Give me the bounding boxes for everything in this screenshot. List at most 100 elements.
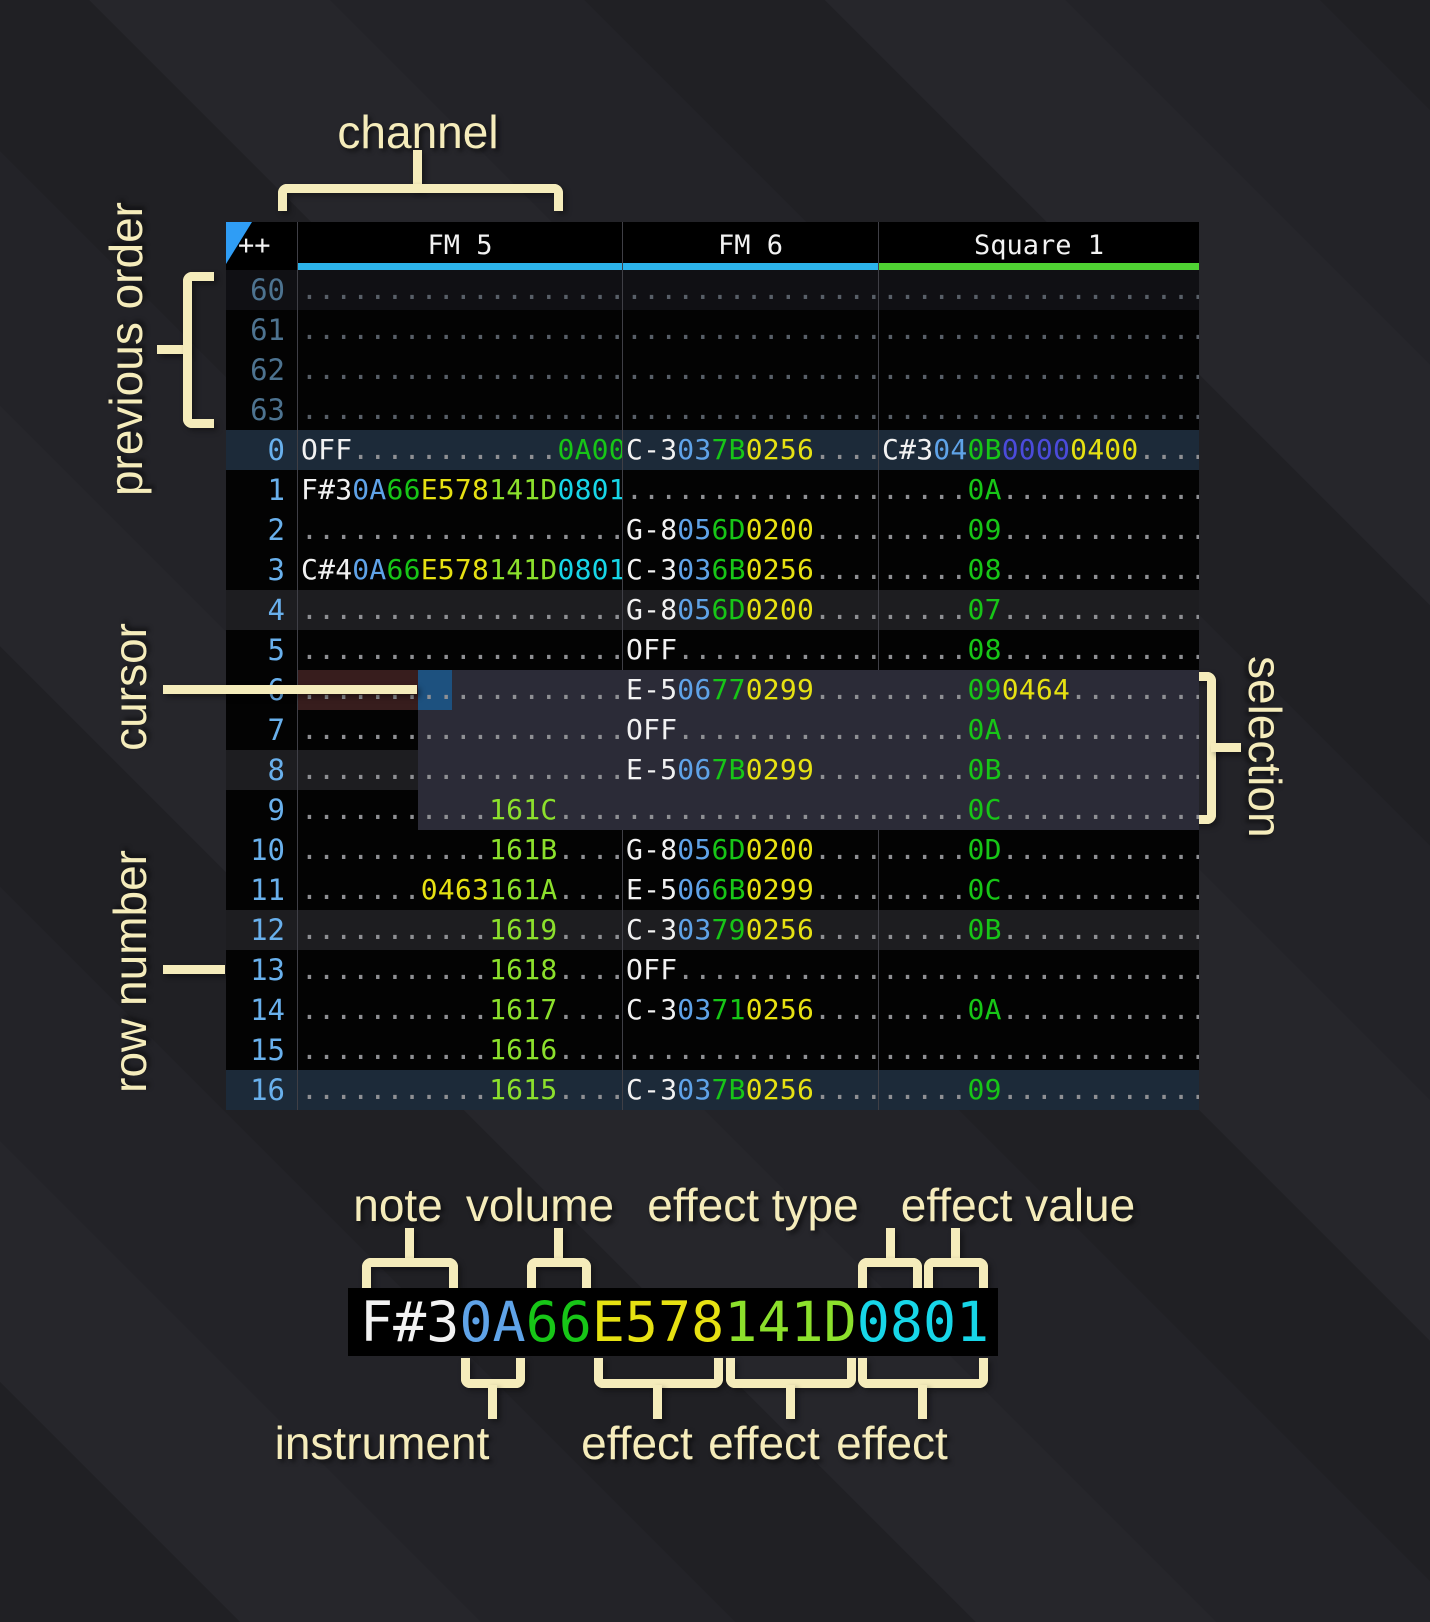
- cell-fm6-row-4[interactable]: G-8056D0200....: [622, 590, 878, 630]
- pattern-row-2: 2................... G-8056D0200.........…: [226, 510, 1199, 550]
- cell-seg-pd: ...............: [626, 353, 878, 386]
- cell-seg-d: ............: [1001, 513, 1199, 546]
- cell-fm5-row-9[interactable]: ...........161C....: [297, 790, 622, 830]
- cell-fm5-row-63[interactable]: ...................: [297, 390, 622, 430]
- cell-seg-d: ............: [677, 633, 878, 666]
- cell-fm5-row-12[interactable]: ...........1619....: [297, 910, 622, 950]
- cell-fm6-row-13[interactable]: OFF............: [622, 950, 878, 990]
- annotation-instrument-label: instrument: [274, 1417, 490, 1469]
- cell-sq1-row-8[interactable]: .....0B............: [878, 750, 1199, 790]
- effect-type-bracket: [858, 1258, 922, 1288]
- cell-seg-d: ...................: [301, 513, 622, 546]
- cell-seg-v: 07: [967, 593, 1002, 626]
- cell-seg-v: 7B: [711, 753, 746, 786]
- cell-fm5-row-1[interactable]: F#30A66E578141D0801: [297, 470, 622, 510]
- cell-seg-v: 0C: [967, 873, 1002, 906]
- cell-fm5-row-15[interactable]: ...........1616....: [297, 1030, 622, 1070]
- cell-sq1-row-14[interactable]: .....0A............: [878, 990, 1199, 1030]
- cell-fm6-row-11[interactable]: E-5066B0299....: [622, 870, 878, 910]
- cell-fm6-row-6[interactable]: E-506770299....: [622, 670, 878, 710]
- cell-fm5-row-10[interactable]: ...........161B....: [297, 830, 622, 870]
- row-number-5: 5: [267, 633, 285, 667]
- cell-fm5-row-61[interactable]: ...................: [297, 310, 622, 350]
- cell-fm6-row-63[interactable]: ...............: [622, 390, 878, 430]
- cell-sq1-row-2[interactable]: .....09............: [878, 510, 1199, 550]
- annotation-effect-type-label: effect type: [647, 1179, 859, 1231]
- cell-seg-v: 0A: [967, 993, 1002, 1026]
- cell-sq1-row-0[interactable]: C#3040B00000400....: [878, 430, 1199, 470]
- cell-sq1-row-7[interactable]: .....0A............: [878, 710, 1199, 750]
- cell-seg-d: .....: [882, 1073, 968, 1106]
- cell-fm5-row-4[interactable]: ...................: [297, 590, 622, 630]
- cell-fm6-row-12[interactable]: C-303790256....: [622, 910, 878, 950]
- cell-seg-y: 0464: [1001, 673, 1071, 706]
- cell-seg-d: ....: [557, 1033, 622, 1066]
- cell-fm6-row-62[interactable]: ...............: [622, 350, 878, 390]
- cell-fm6-row-3[interactable]: C-3036B0256....: [622, 550, 878, 590]
- cell-seg-pd: ...................: [301, 393, 622, 426]
- cell-seg-pd: ...................: [301, 313, 622, 346]
- cell-fm6-row-60[interactable]: ...............: [622, 270, 878, 310]
- cell-seg-d: ....: [814, 1073, 878, 1106]
- cell-fm5-row-7[interactable]: ...................: [297, 710, 622, 750]
- cell-fm6-row-0[interactable]: C-3037B0256....: [622, 430, 878, 470]
- cell-fm6-row-8[interactable]: E-5067B0299....: [622, 750, 878, 790]
- cell-sq1-row-61[interactable]: ...................: [878, 310, 1199, 350]
- cell-seg-i: 03: [677, 913, 712, 946]
- cell-sq1-row-3[interactable]: .....08............: [878, 550, 1199, 590]
- cell-fm5-row-2[interactable]: ...................: [297, 510, 622, 550]
- cell-fm6-row-7[interactable]: OFF............: [622, 710, 878, 750]
- cell-fm6-row-2[interactable]: G-8056D0200....: [622, 510, 878, 550]
- cell-sq1-row-12[interactable]: .....0B............: [878, 910, 1199, 950]
- cell-sq1-row-15[interactable]: ...................: [878, 1030, 1199, 1070]
- cell-fm5-row-60[interactable]: ...................: [297, 270, 622, 310]
- cell-fm5-row-0[interactable]: OFF............0A00: [297, 430, 622, 470]
- cell-sq1-row-16[interactable]: .....09............: [878, 1070, 1199, 1110]
- add-channel-button[interactable]: ++: [226, 222, 297, 270]
- cell-sq1-row-6[interactable]: .....090464........: [878, 670, 1199, 710]
- cell-seg-l: 1615: [489, 1073, 558, 1106]
- selection-overlay: [418, 670, 1199, 830]
- cell-sq1-row-1[interactable]: .....0A............: [878, 470, 1199, 510]
- cell-sq1-row-9[interactable]: .....0C............: [878, 790, 1199, 830]
- cell-fm5-row-3[interactable]: C#40A66E578141D0801: [297, 550, 622, 590]
- row-number-7: 7: [267, 713, 285, 747]
- cell-fm6-row-1[interactable]: ...............: [622, 470, 878, 510]
- cell-fm5-row-16[interactable]: ...........1615....: [297, 1070, 622, 1110]
- cell-fm6-row-61[interactable]: ...............: [622, 310, 878, 350]
- pattern-row-10: 10 ...........161B.... G-8056D0200........…: [226, 830, 1199, 870]
- cell-fm6-row-10[interactable]: G-8056D0200....: [622, 830, 878, 870]
- cell-seg-i: 06: [677, 873, 712, 906]
- cell-sq1-row-5[interactable]: .....08............: [878, 630, 1199, 670]
- cell-fm5-row-8[interactable]: ...................: [297, 750, 622, 790]
- channel-header-square-1[interactable]: Square 1: [878, 222, 1199, 270]
- cell-sq1-row-62[interactable]: ...................: [878, 350, 1199, 390]
- cell-fm6-row-14[interactable]: C-303710256....: [622, 990, 878, 1030]
- cell-seg-d: ....: [557, 993, 622, 1026]
- cell-seg-p: 0000: [1001, 433, 1071, 466]
- cell-fm6-row-15[interactable]: ...............: [622, 1030, 878, 1070]
- cell-sq1-row-60[interactable]: ...................: [878, 270, 1199, 310]
- cell-fm5-row-62[interactable]: ...................: [297, 350, 622, 390]
- channel-underline: [623, 263, 878, 270]
- cell-sq1-row-13[interactable]: ...................: [878, 950, 1199, 990]
- effect-type-bracket-stem: [886, 1228, 895, 1261]
- cell-sq1-row-11[interactable]: .....0C............: [878, 870, 1199, 910]
- cell-seg-d: .....: [882, 793, 968, 826]
- cell-fm6-row-5[interactable]: OFF............: [622, 630, 878, 670]
- cell-sq1-row-10[interactable]: .....0D............: [878, 830, 1199, 870]
- cell-fm5-row-11[interactable]: .......0463161A....: [297, 870, 622, 910]
- pattern-row-9: 9 ...........161C........................…: [226, 790, 1199, 830]
- cell-fm5-row-14[interactable]: ...........1617....: [297, 990, 622, 1030]
- channel-header-fm-5[interactable]: FM 5: [297, 222, 622, 270]
- annotation-effect-value-label: effect value: [900, 1179, 1136, 1231]
- cell-seg-y: 0200: [745, 513, 815, 546]
- cell-fm5-row-5[interactable]: ...................: [297, 630, 622, 670]
- channel-header-fm-6[interactable]: FM 6: [622, 222, 878, 270]
- cell-sq1-row-4[interactable]: .....07............: [878, 590, 1199, 630]
- cell-sq1-row-63[interactable]: ...................: [878, 390, 1199, 430]
- cell-fm6-row-16[interactable]: C-3037B0256....: [622, 1070, 878, 1110]
- cell-fm5-row-13[interactable]: ...........1618....: [297, 950, 622, 990]
- cell-fm6-row-9[interactable]: ...............: [622, 790, 878, 830]
- cell-seg-n: OFF: [626, 633, 678, 666]
